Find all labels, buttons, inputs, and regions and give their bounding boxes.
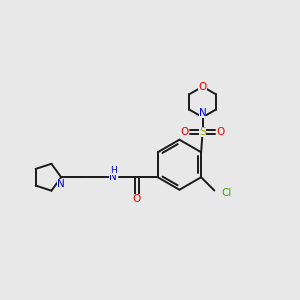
Text: H: H: [110, 166, 117, 175]
Text: O: O: [216, 127, 224, 136]
Text: O: O: [199, 82, 207, 92]
Text: N: N: [199, 108, 206, 118]
Text: N: N: [57, 179, 65, 189]
Text: O: O: [181, 127, 189, 136]
Text: S: S: [199, 127, 206, 136]
Text: Cl: Cl: [222, 188, 232, 198]
Text: N: N: [109, 172, 117, 182]
Text: O: O: [132, 194, 141, 204]
